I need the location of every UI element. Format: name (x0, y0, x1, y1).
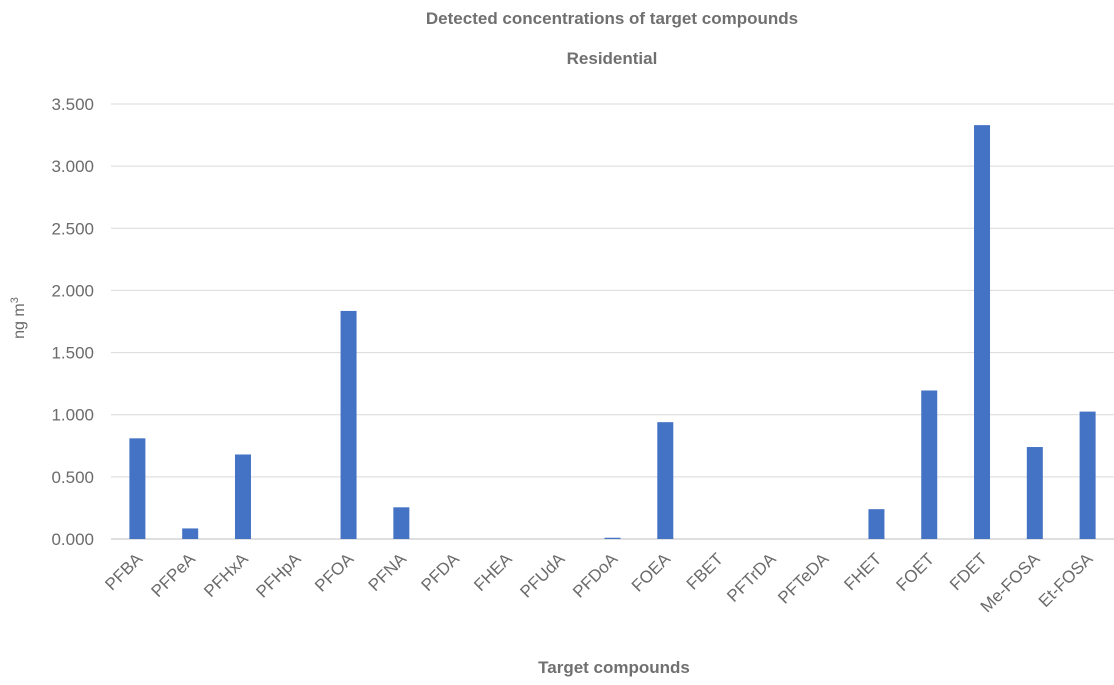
x-tick-label: FHEA (470, 549, 516, 595)
x-tick-label: FHET (840, 549, 885, 594)
y-tick-label: 0.500 (51, 468, 94, 487)
x-tick-label: PFTeDA (774, 549, 833, 608)
chart-subtitle: Residential (567, 49, 658, 68)
x-tick-label: PFOA (311, 549, 358, 596)
x-axis-ticks: PFBA PFPeA PFHxA PFHpA PFOA PFNA PFDA FHEA PFUdA… (101, 549, 1097, 616)
gridlines (111, 103, 1114, 540)
bar (657, 422, 674, 539)
x-axis-label: Target compounds (538, 658, 690, 677)
bars (129, 125, 1096, 539)
y-tick-label: 3.000 (51, 157, 94, 176)
bar (974, 125, 991, 539)
y-tick-label: 1.500 (51, 344, 94, 363)
y-axis-label-superscript: 3 (9, 297, 21, 303)
bar (393, 507, 410, 539)
x-tick-label: PFTrDA (723, 549, 780, 606)
y-tick-label: 2.000 (51, 281, 94, 300)
bar (921, 390, 938, 539)
x-tick-label: PFDoA (569, 549, 622, 602)
x-tick-label: Et-FOSA (1035, 549, 1097, 611)
x-tick-label: PFBA (101, 549, 146, 594)
x-tick-label: FBET (683, 549, 727, 593)
y-tick-label: 2.500 (51, 219, 94, 238)
x-tick-label: FOET (893, 549, 938, 594)
y-axis-label-text: ng m (11, 303, 28, 339)
bar (129, 438, 146, 539)
x-tick-label: PFPeA (147, 549, 199, 601)
x-tick-label: PFUdA (516, 549, 569, 602)
bar (340, 310, 357, 539)
chart-title: Detected concentrations of target compou… (426, 9, 798, 28)
bar (868, 509, 885, 539)
y-tick-label: 1.000 (51, 406, 94, 425)
bar (1026, 447, 1043, 539)
x-tick-label: PFHxA (200, 549, 252, 601)
bar (234, 454, 251, 539)
y-axis-label: ng m3 (9, 297, 28, 339)
x-tick-label: PFNA (365, 549, 411, 595)
x-tick-label: PFDA (417, 549, 463, 595)
x-tick-label: PFHpA (252, 549, 305, 602)
bar (1079, 411, 1096, 539)
bar (182, 528, 199, 539)
y-tick-label: 3.500 (51, 95, 94, 114)
x-tick-label: FDET (946, 549, 991, 594)
bar (604, 537, 621, 539)
y-axis-ticks: 0.000 0.500 1.000 1.500 2.000 2.500 3.000 3.500 (51, 95, 94, 549)
y-tick-label: 0.000 (51, 530, 94, 549)
x-tick-label: FOEA (628, 549, 675, 596)
